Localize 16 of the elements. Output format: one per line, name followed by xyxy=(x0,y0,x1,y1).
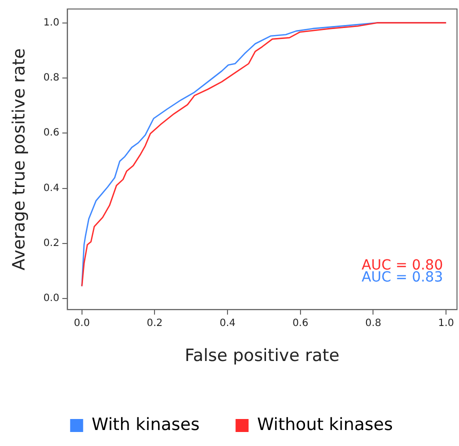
y-tick-label: 0.6 xyxy=(43,128,60,139)
x-tick-label: 0.6 xyxy=(292,318,308,330)
legend-label: Without kinases xyxy=(257,414,393,435)
x-tick-label: 0.0 xyxy=(74,318,90,330)
y-axis-title: Average true positive rate xyxy=(10,48,30,270)
y-tick-label: 0.4 xyxy=(43,182,60,194)
y-tick-label: 0.8 xyxy=(43,72,60,84)
x-tick-label: 0.8 xyxy=(365,318,382,330)
y-tick-label: 1.0 xyxy=(43,17,60,28)
y-tick-label: 0.0 xyxy=(43,293,60,304)
x-axis-title: False positive rate xyxy=(184,346,340,366)
x-tick-label: 1.0 xyxy=(438,318,454,330)
x-tick-label: 0.4 xyxy=(220,318,236,330)
x-tick-label: 0.2 xyxy=(146,318,163,330)
y-tick-label: 0.2 xyxy=(43,238,60,250)
legend-label: With kinases xyxy=(92,414,200,435)
